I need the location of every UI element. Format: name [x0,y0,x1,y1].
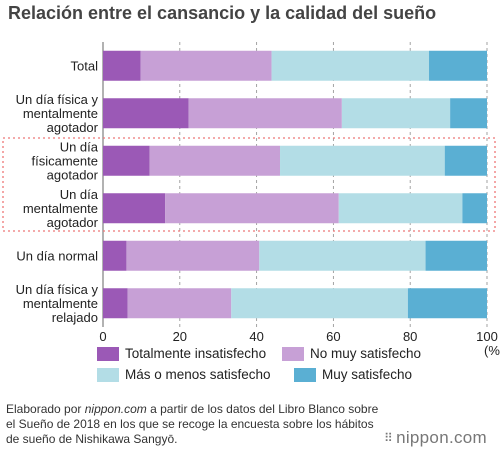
bar-segment [103,240,127,271]
category-label: mentalmente [23,106,98,121]
category-label: agotador [47,120,99,135]
x-tick-labels: 0 20 40 60 80 100 [99,329,497,344]
nippon-logo-icon: ⠿ [384,431,394,445]
legend-swatch [282,346,304,361]
x-tick-label: 0 [99,329,106,344]
legend-item-no-muy-satisfecho: No muy satisfecho [282,346,421,361]
category-label: físicamente [32,153,98,168]
bar-segment [425,240,487,271]
x-tick-label: 40 [249,329,263,344]
category-label: mentalmente [23,201,98,216]
category-label: Un día [60,139,99,154]
legend-label: No muy satisfecho [310,346,422,361]
bar-segment [165,193,339,224]
legend-label: Totalmente insatisfecho [125,346,267,361]
bar-segment [429,50,487,81]
bar-segment [126,240,260,271]
x-tick-label: 60 [326,329,340,344]
chart-title: Relación entre el cansancio y la calidad… [8,3,437,23]
bar-segment [103,145,150,176]
category-label: Un día física y [16,92,99,107]
legend-swatch [97,367,119,382]
legend-swatch [294,367,316,382]
category-label: mentalmente [23,296,98,311]
bar-segment [140,50,272,81]
bar-segment [450,98,487,129]
legend-item-mas-o-menos-satisfecho: Más o menos satisfecho [97,367,271,382]
legend-item-totalmente-insatisfecho: Totalmente insatisfecho [97,346,266,361]
bar-segment [259,240,426,271]
legend-label: Más o menos satisfecho [125,367,271,382]
bar-segment [444,145,487,176]
category-label: agotador [47,167,99,182]
bar-segment [127,288,232,319]
bar-segment [341,98,451,129]
grid-lines [102,42,488,327]
category-label: relajado [52,310,98,325]
category-label: Un día física y [16,282,99,297]
x-tick-label: 100 [476,329,498,344]
source-site: nippon.com [84,402,147,416]
bar-segment [407,288,487,319]
x-axis-unit: (%) [484,343,500,358]
bars-group [103,50,487,319]
bar-segment [103,193,166,224]
bar-segment [231,288,408,319]
bar-segment [280,145,445,176]
bar-segment [271,50,430,81]
category-label: Un día normal [16,248,98,263]
highlight-box [2,137,496,232]
source-prefix: Elaborado por [6,402,85,416]
nippon-logo: ⠿ nippon.com [384,428,487,448]
legend-swatch [97,346,119,361]
category-label: agotador [47,215,99,230]
bar-segment [103,50,141,81]
source-suffix: a partir de los datos del Libro Blanco s… [6,402,379,446]
bar-segment [103,288,128,319]
x-tick-label: 20 [173,329,187,344]
bar-segment [149,145,281,176]
source-note: Elaborado por nippon.com a partir de los… [6,402,386,447]
legend-label: Muy satisfecho [322,367,413,382]
logo-text: nippon.com [396,428,487,447]
bar-segment [103,98,189,129]
bar-segment [462,193,487,224]
category-label: Un día [60,187,99,202]
bar-segment [188,98,342,129]
category-label: Total [71,58,99,73]
bar-segment [338,193,463,224]
x-tick-label: 80 [403,329,417,344]
legend-item-muy-satisfecho: Muy satisfecho [294,367,412,382]
